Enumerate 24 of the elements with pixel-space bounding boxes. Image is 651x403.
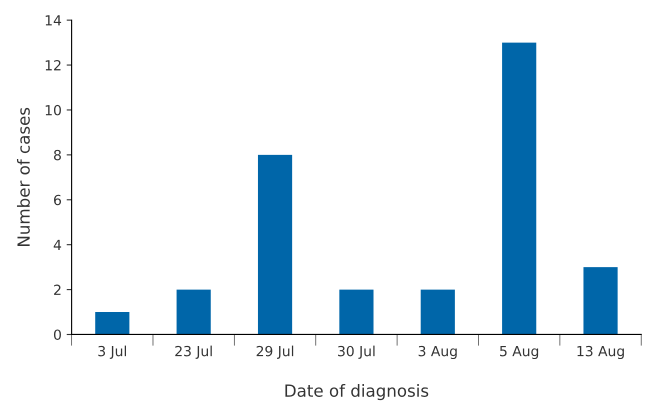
- x-tick-label: 23 Jul: [175, 346, 212, 359]
- y-tick-label: 14: [46, 15, 62, 26]
- y-tick-label: 2: [54, 284, 60, 295]
- x-tick-label: 30 Jul: [338, 346, 375, 359]
- bar: [583, 267, 618, 334]
- x-axis-title: Date of diagnosis: [285, 384, 428, 400]
- bar: [502, 42, 536, 334]
- y-tick-label: 10: [46, 104, 61, 116]
- bar: [339, 290, 374, 334]
- x-tick-label: 29 Jul: [256, 346, 294, 359]
- bar: [420, 290, 455, 334]
- x-tick-label: 3 Aug: [418, 346, 457, 360]
- x-tick-label: 3 Jul: [98, 346, 126, 359]
- bar: [258, 154, 292, 334]
- x-tick-label: 13 Aug: [577, 346, 624, 360]
- y-tick-label: 0: [54, 329, 61, 340]
- bar: [95, 312, 130, 334]
- y-axis-title: Number of cases: [16, 108, 30, 246]
- y-tick-label: 6: [54, 194, 62, 206]
- bar: [176, 290, 211, 334]
- y-tick-label: 8: [54, 150, 61, 160]
- y-tick-label: 4: [54, 240, 62, 250]
- x-tick-label: 5 Aug: [500, 346, 538, 360]
- y-tick-label: 12: [46, 60, 60, 70]
